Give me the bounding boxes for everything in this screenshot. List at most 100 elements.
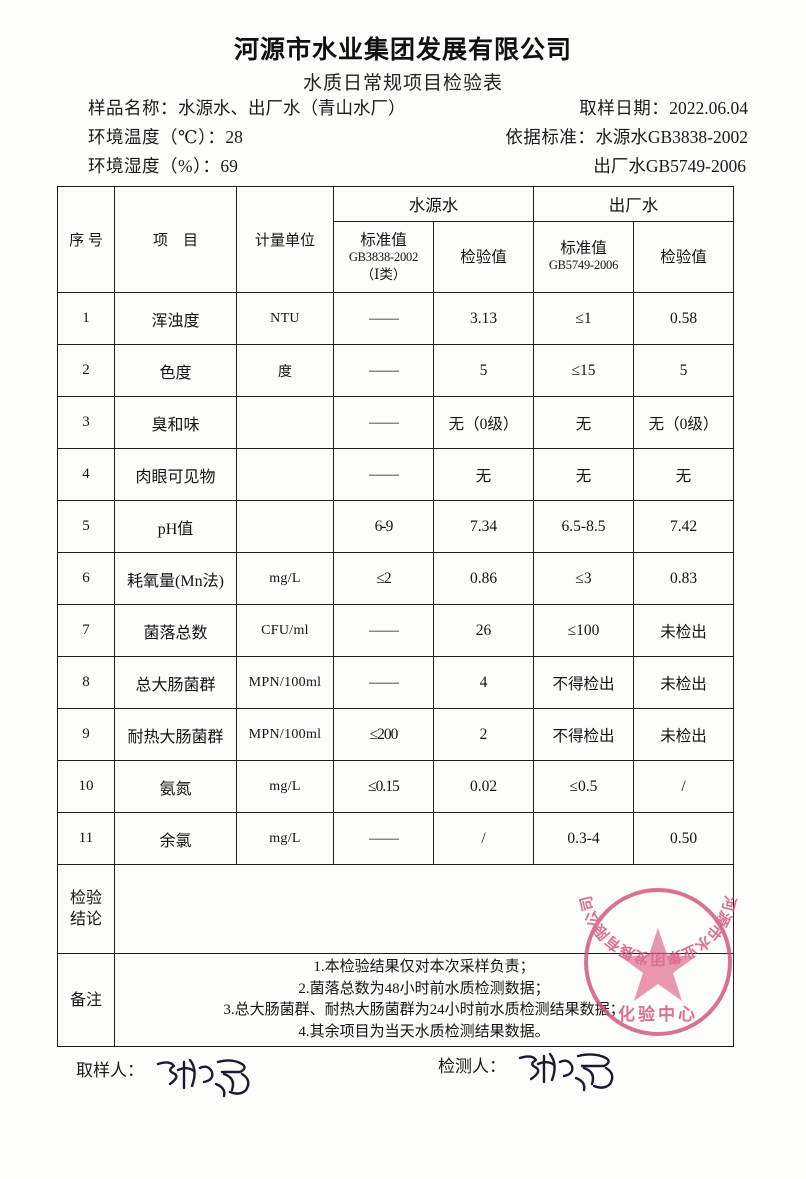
row-source-standard: —— (333, 604, 434, 657)
sample-date-label: 取样日期： (579, 98, 670, 118)
row-source-value: / (433, 812, 534, 865)
row-outlet-value: 未检出 (633, 604, 734, 657)
row-unit: mg/L (236, 760, 334, 813)
meta-row-humidity: 环境湿度（%）：69 出厂水GB5749-2006 (88, 152, 748, 181)
row-unit: NTU (236, 292, 334, 345)
remark-line: 3.总大肠菌群、耐热大肠菌群为24小时前水质检测结果数据； (223, 1002, 625, 1018)
humidity-value: 69 (220, 156, 238, 176)
row-unit: CFU/ml (236, 604, 334, 657)
row-item: 总大肠菌群 (114, 656, 237, 709)
conclusion-label: 检验 结论 (57, 864, 115, 954)
row-source-standard: 6-9 (333, 500, 434, 553)
header-source-standard-code: GB3838-2002 (348, 249, 419, 264)
row-outlet-value: 0.83 (633, 552, 734, 605)
header-outlet-test-value: 检验值 (633, 221, 734, 293)
table-row: 10 氨氮 mg/L ≤0.15 0.02 ≤0.5 / (57, 760, 734, 813)
row-source-value: 2 (433, 708, 534, 761)
header-no: 序 号 (57, 186, 115, 293)
remark-body: 1.本检验结果仅对本次采样负责； 2.菌落总数为48小时前水质检测数据； 3.总… (114, 953, 734, 1047)
sampler-handwritten-signature (154, 1056, 266, 1100)
row-unit (236, 448, 334, 501)
row-source-value: 0.02 (433, 760, 534, 813)
table-row: 2 色度 度 —— 5 ≤15 5 (57, 344, 734, 397)
row-source-value: 无 (433, 448, 534, 501)
table-header-row-2: 标准值 GB3838-2002 （Ⅰ类） 检验值 标准值 GB5749-2006… (58, 221, 734, 293)
standard-block: 依据标准：水源水GB3838-2002 (505, 123, 748, 152)
row-source-standard: —— (333, 656, 434, 709)
sample-date-value: 2022.06.04 (669, 98, 748, 118)
row-outlet-standard: 6.5-8.5 (533, 500, 634, 553)
row-source-standard: —— (333, 396, 434, 449)
table-row: 7 菌落总数 CFU/ml —— 26 ≤100 未检出 (57, 604, 734, 657)
row-no: 3 (57, 396, 115, 449)
header-outlet-standard-code: GB5749-2006 (548, 258, 619, 272)
row-item: 臭和味 (114, 396, 237, 449)
sample-date-block: 取样日期：2022.06.04 (579, 94, 748, 123)
row-no: 5 (57, 500, 115, 553)
company-title: 河源市水业集团发展有限公司 (233, 37, 572, 64)
row-unit: MPN/100ml (236, 708, 334, 761)
row-source-standard: —— (333, 344, 434, 397)
row-unit (236, 500, 334, 553)
row-outlet-standard: ≤15 (533, 344, 634, 397)
sampler-label: 取样人： (76, 1060, 144, 1080)
sampler-signature-block: 取样人： (76, 1050, 266, 1098)
header-source-test-value: 检验值 (433, 221, 534, 293)
header-item: 项 目 (114, 186, 237, 293)
table-row: 1 浑浊度 NTU —— 3.13 ≤1 0.58 (57, 292, 734, 345)
table-row: 4 肉眼可见物 —— 无 无 无 (57, 448, 734, 501)
row-item: 耗氧量(Mn法) (114, 552, 237, 605)
table-row: 8 总大肠菌群 MPN/100ml —— 4 不得检出 未检出 (57, 656, 734, 709)
sample-name-block: 样品名称：水源水、出厂水（青山水厂） (88, 94, 406, 123)
row-outlet-value: 无（0级） (633, 396, 734, 449)
row-no: 4 (57, 448, 115, 501)
row-unit: MPN/100ml (236, 656, 334, 709)
conclusion-label-line2: 结论 (69, 911, 102, 928)
row-outlet-standard: 不得检出 (533, 656, 634, 709)
tester-label: 检测人： (438, 1056, 506, 1076)
row-source-value: 4 (433, 656, 534, 709)
row-outlet-standard: ≤3 (533, 552, 634, 605)
table-body: 1 浑浊度 NTU —— 3.13 ≤1 0.58 2 色度 度 —— 5 ≤1… (57, 292, 734, 1047)
row-item: 色度 (114, 344, 237, 397)
temperature-value: 28 (225, 127, 243, 147)
remark-line: 2.菌落总数为48小时前水质检测数据； (298, 980, 550, 997)
header-outlet-standard-label: 标准值 (560, 240, 607, 257)
header-source-standard-class: （Ⅰ类） (360, 266, 407, 282)
conclusion-row: 检验 结论 (57, 864, 734, 954)
table-row: 11 余氯 mg/L —— / 0.3-4 0.50 (57, 812, 734, 865)
header-outlet-standard: 标准值 GB5749-2006 (533, 221, 634, 293)
table-row: 5 pH值 6-9 7.34 6.5-8.5 7.42 (57, 500, 734, 553)
conclusion-value (114, 864, 734, 954)
row-unit: mg/L (236, 552, 334, 605)
row-no: 2 (57, 344, 115, 397)
row-source-standard: —— (333, 448, 434, 501)
humidity-block: 环境湿度（%）：69 (88, 152, 238, 181)
temperature-label: 环境温度（℃）： (88, 127, 226, 147)
humidity-label: 环境湿度（%）： (88, 156, 221, 176)
row-item: 余氯 (114, 812, 237, 865)
row-outlet-value: 无 (633, 448, 734, 501)
table-header-row-1: 序 号 项 目 计量单位 水源水 出厂水 (57, 186, 734, 293)
signature-area: 取样人： 检测人： (0, 1046, 806, 1116)
water-quality-table: 序 号 项 目 计量单位 水源水 出厂水 标准值 GB3838-2002 （Ⅰ类… (57, 186, 734, 1047)
standard-outlet-value: 出厂水GB5749-2006 (593, 156, 746, 176)
row-no: 7 (57, 604, 115, 657)
row-source-value: 7.34 (433, 500, 534, 553)
row-source-standard: —— (333, 292, 434, 345)
header-source-standard-label: 标准值 (360, 231, 407, 249)
standard-source-value: 水源水GB3838-2002 (595, 127, 748, 147)
header-group-outlet-water: 出厂水 (533, 186, 734, 222)
row-outlet-value: 未检出 (633, 708, 734, 761)
row-item: pH值 (114, 500, 237, 553)
remark-line: 1.本检验结果仅对本次采样负责； (313, 959, 535, 975)
table-row: 3 臭和味 —— 无（0级） 无 无（0级） (57, 396, 734, 449)
row-outlet-standard: ≤1 (533, 292, 634, 345)
row-outlet-value: 0.58 (633, 292, 734, 345)
header-unit: 计量单位 (236, 186, 334, 293)
row-unit: mg/L (236, 812, 334, 865)
row-source-standard: ≤200 (333, 708, 434, 761)
table-row: 9 耐热大肠菌群 MPN/100ml ≤200 2 不得检出 未检出 (57, 708, 734, 761)
form-title: 水质日常规项目检验表 (302, 73, 503, 94)
